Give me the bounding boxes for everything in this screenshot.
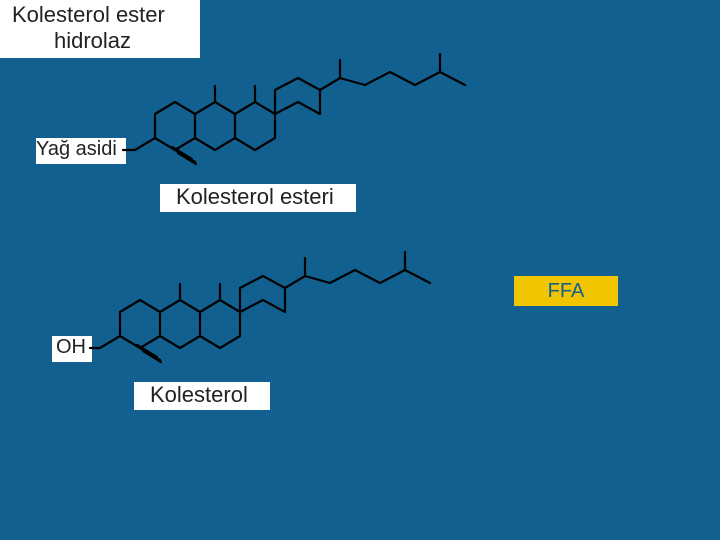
fatty-acid-label: Yağ asidi — [36, 138, 117, 161]
molecule-cholesterol — [85, 228, 485, 398]
title-line1: Kolesterol ester — [12, 2, 165, 28]
sterol-skeleton — [135, 54, 465, 162]
molecule-ester — [120, 30, 520, 200]
sterol-skeleton — [100, 252, 430, 360]
double-bond — [143, 351, 161, 362]
ffa-text: FFA — [548, 280, 585, 302]
ffa-box: FFA — [514, 276, 618, 306]
oh-label: OH — [56, 336, 86, 359]
double-bond — [178, 153, 196, 164]
